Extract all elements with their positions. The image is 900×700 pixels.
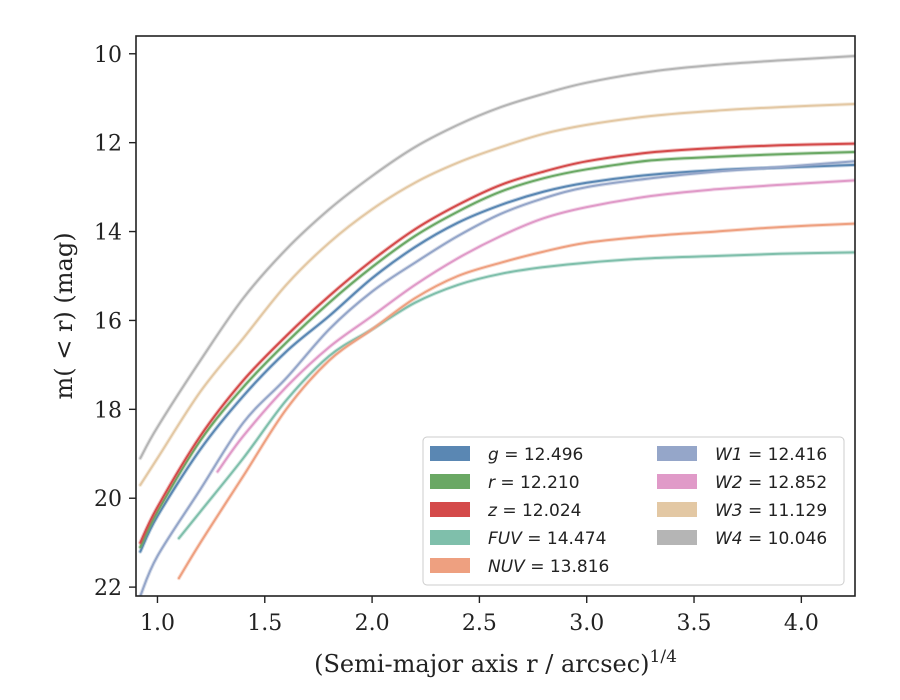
series-line-w3 <box>139 103 855 486</box>
legend-label-w4: W4 = 10.046 <box>715 529 827 549</box>
legend-band-value: = 14.474 <box>522 529 607 549</box>
legend-label-w3: W3 = 11.129 <box>715 501 827 521</box>
y-tick-label: 14 <box>94 221 122 246</box>
legend-label-w1: W1 = 12.416 <box>715 445 827 465</box>
legend-swatch-w3 <box>657 502 697 517</box>
series-line-fuv <box>177 251 855 540</box>
series-line-nuv <box>177 222 855 580</box>
x-tick-label: 2.0 <box>355 611 390 636</box>
plot-frame <box>135 35 856 597</box>
y-axis-label: m( < r) (mag) <box>50 232 78 399</box>
legend-band-value: = 12.416 <box>743 445 828 465</box>
legend-band-value: = 11.129 <box>743 501 828 521</box>
legend-swatch-z <box>430 502 470 517</box>
legend-band-name: NUV <box>488 557 526 577</box>
legend-label-z: z = 12.024 <box>487 501 581 521</box>
legend-band-value: = 12.852 <box>743 473 828 493</box>
legend-label-fuv: FUV = 14.474 <box>488 529 606 549</box>
x-tick-label: 2.5 <box>462 611 497 636</box>
legend-swatch-w4 <box>657 530 697 545</box>
legend-band-name: W4 <box>715 529 743 549</box>
series-band-w4 <box>138 54 855 461</box>
y-tick-label: 22 <box>94 576 122 601</box>
legend-band-name: g <box>488 445 499 465</box>
legend-band-value: = 12.496 <box>499 445 584 465</box>
x-tick-label: 3.0 <box>569 611 604 636</box>
legend-band-name: W2 <box>715 473 743 493</box>
legend-band-value: = 13.816 <box>525 557 610 577</box>
y-tick-label: 10 <box>94 43 122 68</box>
y-tick-label: 16 <box>94 309 122 334</box>
legend-band-name: r <box>488 473 496 493</box>
legend-band-value: = 10.046 <box>743 529 828 549</box>
x-tick-label: 1.0 <box>140 611 175 636</box>
y-tick-label: 18 <box>94 398 122 423</box>
x-tick-label: 4.0 <box>784 611 819 636</box>
legend-swatch-nuv <box>430 558 470 573</box>
x-axis-label-main: (Semi-major axis r / arcsec) <box>314 650 649 678</box>
legend-swatch-r <box>430 474 470 489</box>
legend-band-name: W3 <box>715 501 743 521</box>
legend-swatch-w2 <box>657 474 697 489</box>
legend-label-w2: W2 = 12.852 <box>715 473 827 493</box>
series-line-w1 <box>139 160 855 596</box>
y-tick-label: 12 <box>94 132 122 157</box>
legend-band-name: FUV <box>488 529 523 549</box>
legend-label-nuv: NUV = 13.816 <box>488 557 609 577</box>
legend-label-g: g = 12.496 <box>488 445 583 465</box>
legend-box <box>422 436 845 586</box>
legend-band-value: = 12.024 <box>497 501 582 521</box>
x-tick-label: 1.5 <box>247 611 282 636</box>
legend-swatch-fuv <box>430 530 470 545</box>
legend-band-value: = 12.210 <box>495 473 580 493</box>
axis-ticks: 1.0 1.5 2.0 2.5 3.0 3.5 4.0 10 12 14 16 18 20 22 <box>94 43 819 636</box>
x-tick-label: 3.5 <box>677 611 712 636</box>
series-line-z <box>139 142 855 544</box>
series-line-w2 <box>216 179 855 473</box>
x-axis-label: (Semi-major axis r / arcsec)1/4 <box>314 647 677 678</box>
legend-swatch-g <box>430 446 470 461</box>
legend-band-name: z <box>487 501 498 521</box>
series-line-r <box>139 151 855 549</box>
series-line-w4 <box>139 55 855 460</box>
curves <box>138 54 855 596</box>
legend-label-r: r = 12.210 <box>488 473 580 493</box>
series-line-g <box>139 163 855 553</box>
x-axis-label-exponent: 1/4 <box>650 647 677 667</box>
legend-band-name: W1 <box>715 445 743 465</box>
y-tick-label: 20 <box>94 487 122 512</box>
legend-swatch-w1 <box>657 446 697 461</box>
